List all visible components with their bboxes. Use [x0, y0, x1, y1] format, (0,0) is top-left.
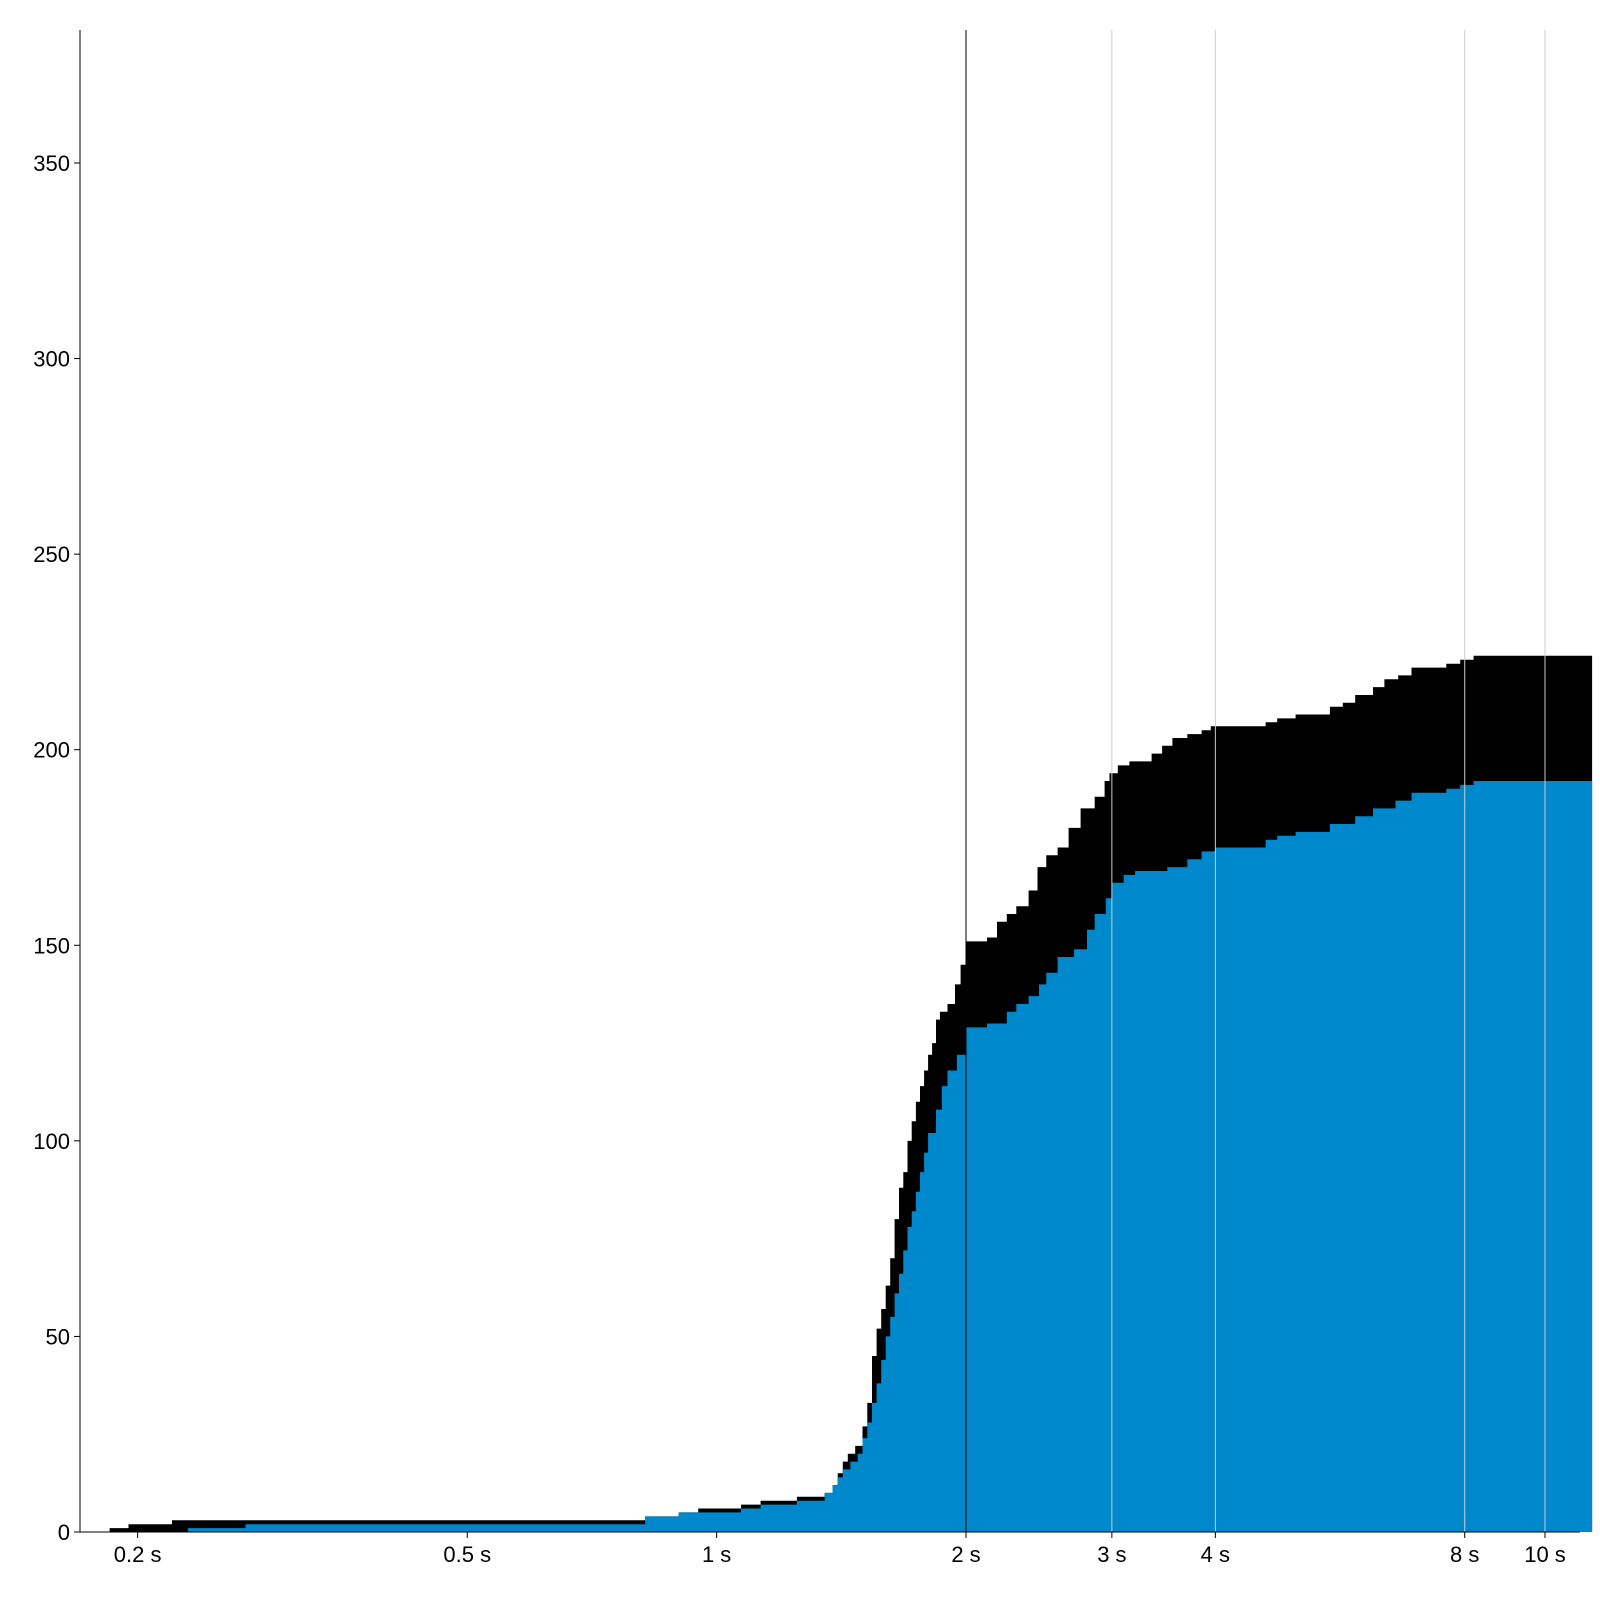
- x-tick-label: 0.5 s: [443, 1542, 491, 1567]
- y-axis-ticks: 0 50 100 150 200 250 300 350: [33, 151, 80, 1545]
- x-tick-label: 2 s: [951, 1542, 980, 1567]
- reference-lines: [965, 30, 1546, 1532]
- y-tick-label: 0: [58, 1520, 70, 1545]
- series-area-2: [187, 781, 1593, 1532]
- x-axis-ticks: 0.2 s 0.5 s 1 s 2 s 3 s 4 s 8 s 10 s: [114, 1532, 1566, 1567]
- x-tick-label: 0.2 s: [114, 1542, 162, 1567]
- x-tick-label: 1 s: [702, 1542, 731, 1567]
- series-layer: [109, 655, 1593, 1532]
- axes: [79, 30, 1580, 1533]
- y-tick-label: 250: [33, 542, 70, 567]
- x-tick-label: 8 s: [1450, 1542, 1479, 1567]
- x-tick-label: 10 s: [1524, 1542, 1566, 1567]
- x-tick-label: 4 s: [1201, 1542, 1230, 1567]
- y-tick-label: 350: [33, 151, 70, 176]
- y-tick-label: 50: [46, 1324, 70, 1349]
- y-tick-label: 200: [33, 738, 70, 763]
- y-tick-label: 150: [33, 933, 70, 958]
- x-tick-label: 3 s: [1097, 1542, 1126, 1567]
- y-tick-label: 300: [33, 347, 70, 372]
- y-tick-label: 100: [33, 1129, 70, 1154]
